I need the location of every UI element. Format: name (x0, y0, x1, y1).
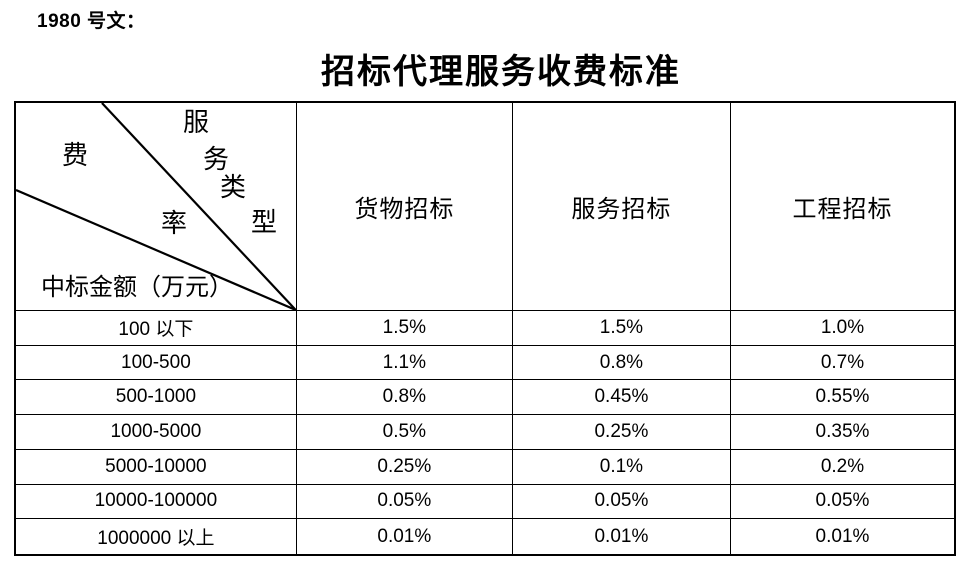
corner-fee-rate-char-1: 费 (61, 141, 89, 170)
fee-cell: 0.05% (512, 484, 731, 520)
fee-cell: 1.1% (296, 345, 513, 381)
row-range-cell: 10000-100000 (16, 484, 297, 520)
row-range-cell: 500-1000 (16, 380, 297, 416)
doc-number-label: 1980 号文： (37, 11, 146, 32)
diagonal-divider-lines (16, 103, 296, 310)
fee-cell: 0.8% (296, 380, 513, 416)
row-range-cell: 1000000 以上 (16, 519, 297, 554)
fee-cell: 0.45% (512, 380, 731, 416)
fee-cell: 0.5% (296, 415, 513, 450)
corner-service-type-char-3: 类 (219, 173, 247, 202)
corner-service-type-char-4: 型 (250, 208, 278, 237)
fee-cell: 0.25% (512, 415, 731, 450)
fee-table: 服 务 类 型 费 率 中标金额（万元） 货物招标 服务招标 工程招标 100 … (14, 101, 956, 556)
column-header-goods-bidding: 货物招标 (296, 103, 513, 311)
page-title: 招标代理服务收费标准 (321, 54, 681, 91)
fee-cell: 0.25% (296, 449, 513, 485)
fee-cell: 0.7% (730, 346, 954, 381)
fee-cell: 0.05% (730, 485, 954, 520)
fee-cell: 0.01% (513, 519, 731, 554)
fee-cell: 0.01% (297, 519, 513, 554)
fee-cell: 0.55% (730, 380, 954, 416)
corner-service-type-char-1: 服 (182, 108, 210, 137)
row-range-cell: 100-500 (16, 345, 297, 381)
row-range-cell: 1000-5000 (16, 415, 297, 450)
fee-cell: 0.05% (296, 484, 513, 520)
fee-cell: 0.8% (512, 345, 731, 381)
fee-cell: 1.0% (730, 311, 954, 346)
corner-fee-rate-char-2: 率 (160, 209, 188, 238)
fee-cell: 1.5% (512, 311, 731, 346)
corner-service-type-char-2: 务 (202, 145, 230, 174)
fee-cell: 0.1% (512, 449, 731, 485)
column-header-services-bidding: 服务招标 (512, 103, 731, 311)
column-header-engineering-bidding: 工程招标 (730, 103, 954, 311)
fee-cell: 0.2% (730, 450, 954, 485)
fee-cell: 1.5% (296, 311, 513, 346)
table-corner-cell: 服 务 类 型 费 率 中标金额（万元） (16, 103, 297, 311)
fee-cell: 0.01% (815, 525, 870, 547)
row-range-cell: 100 以下 (16, 311, 297, 346)
corner-bid-amount-label: 中标金额（万元） (41, 275, 233, 301)
row-range-cell: 5000-10000 (16, 449, 297, 485)
fee-cell: 0.35% (730, 415, 954, 450)
